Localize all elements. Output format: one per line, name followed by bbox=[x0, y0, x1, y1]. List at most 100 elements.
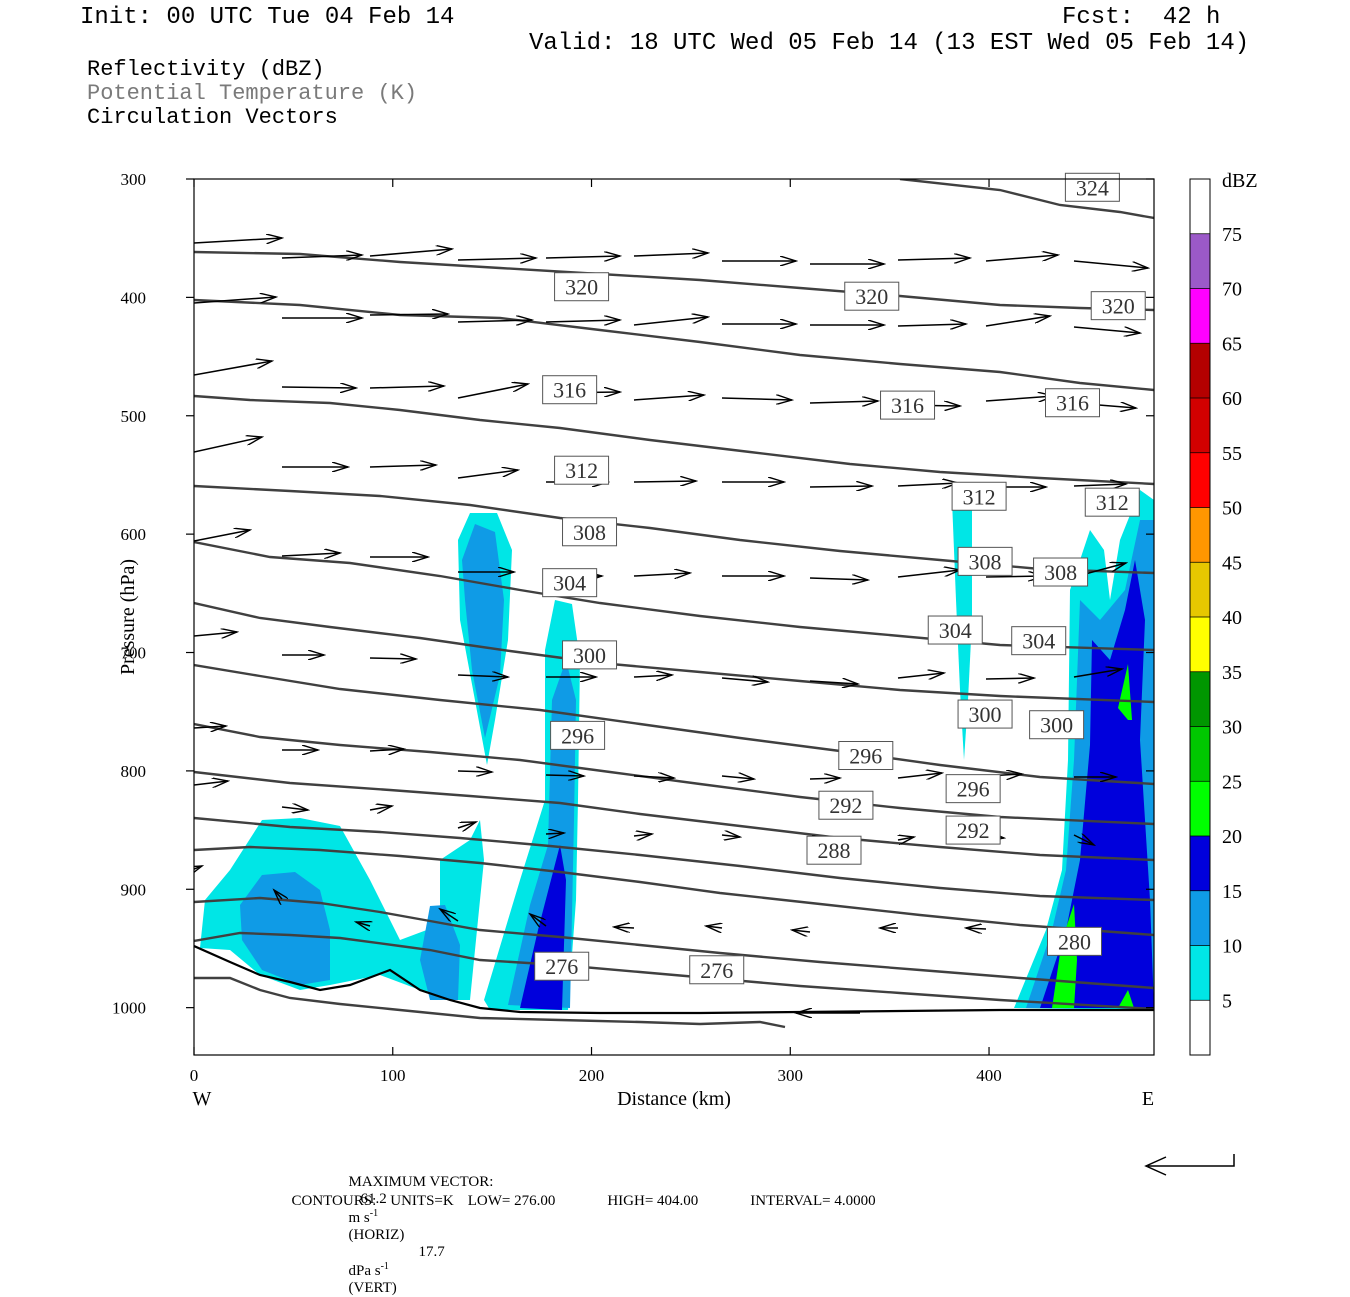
circulation-vector bbox=[792, 930, 811, 932]
circulation-vector bbox=[633, 317, 708, 326]
y-tick-label: 700 bbox=[121, 644, 147, 663]
circulation-vector bbox=[633, 675, 672, 677]
theta-contour bbox=[194, 845, 1154, 937]
colorbar-label: 25 bbox=[1222, 771, 1242, 793]
valid-time: Valid: 18 UTC Wed 05 Feb 14 (13 EST Wed … bbox=[529, 30, 1250, 57]
reflectivity-area bbox=[1118, 664, 1132, 720]
circulation-vector bbox=[614, 927, 635, 928]
circulation-vector bbox=[633, 253, 708, 256]
theta-label: 308 bbox=[969, 549, 1002, 574]
theta-label-box bbox=[542, 375, 598, 405]
circulation-vector bbox=[633, 395, 704, 400]
theta-label: 308 bbox=[573, 520, 606, 545]
theta-contour bbox=[899, 179, 1154, 220]
field-circulation-vectors: Circulation Vectors bbox=[87, 105, 338, 130]
theta-label: 296 bbox=[849, 744, 882, 769]
circulation-vector bbox=[194, 437, 262, 453]
theta-label-box bbox=[1033, 557, 1089, 587]
theta-label: 304 bbox=[553, 571, 586, 596]
colorbar-segment bbox=[1190, 726, 1210, 782]
circulation-vector bbox=[721, 835, 740, 837]
contour-high: 404.00 bbox=[657, 1193, 699, 1209]
circulation-vector bbox=[194, 726, 226, 728]
terrain-line bbox=[194, 944, 1154, 1015]
circulation-vector bbox=[369, 386, 444, 388]
forecast-hour: Fcst: 42 h bbox=[1062, 4, 1221, 31]
theta-contour bbox=[194, 298, 1154, 392]
circulation-vector bbox=[985, 316, 1050, 327]
theta-contour bbox=[194, 394, 1154, 486]
reflectivity-area bbox=[1118, 990, 1134, 1008]
theta-label: 316 bbox=[1056, 391, 1089, 416]
circulation-vector bbox=[985, 396, 1054, 401]
x-tick-label: 400 bbox=[976, 1066, 1002, 1085]
circulation-vector bbox=[457, 470, 518, 479]
y-tick-label: 900 bbox=[121, 880, 147, 899]
theta-contour bbox=[194, 896, 1154, 990]
init-time: Init: 00 UTC Tue 04 Feb 14 bbox=[80, 4, 455, 31]
circulation-vector bbox=[1073, 260, 1148, 268]
circulation-vector bbox=[369, 314, 448, 315]
circulation-vector bbox=[457, 320, 532, 322]
theta-contour bbox=[194, 663, 1154, 786]
theta-label: 292 bbox=[829, 793, 862, 818]
theta-label: 276 bbox=[700, 958, 733, 983]
circulation-vector bbox=[809, 401, 878, 403]
east-label: E bbox=[1142, 1088, 1154, 1110]
theta-label-box bbox=[562, 640, 618, 670]
circulation-vector bbox=[545, 833, 564, 834]
circulation-vector bbox=[274, 890, 282, 899]
colorbar-label: 30 bbox=[1222, 717, 1242, 739]
theta-label: 288 bbox=[818, 838, 851, 863]
circulation-vector bbox=[194, 530, 250, 542]
colorbar-segment bbox=[1190, 343, 1210, 398]
circulation-vector bbox=[457, 771, 492, 772]
colorbar-label: 20 bbox=[1222, 826, 1242, 848]
theta-contour bbox=[194, 722, 1154, 826]
plot-frame bbox=[193, 178, 1155, 1056]
circulation-vector bbox=[369, 749, 404, 751]
theta-label: 312 bbox=[963, 484, 996, 509]
theta-label-box bbox=[1011, 626, 1067, 656]
circulation-vector bbox=[369, 806, 392, 810]
theta-label: 300 bbox=[969, 702, 1002, 727]
theta-label-box bbox=[554, 272, 610, 302]
circulation-vector bbox=[985, 678, 1034, 679]
colorbar-unit: dBZ bbox=[1222, 170, 1258, 192]
x-tick-label: 100 bbox=[380, 1066, 406, 1085]
colorbar-segment bbox=[1190, 507, 1210, 563]
colorbar-label: 55 bbox=[1222, 443, 1242, 465]
x-tick-label: 0 bbox=[190, 1066, 199, 1085]
colorbar-label: 60 bbox=[1222, 388, 1242, 410]
theta-label-box bbox=[1084, 487, 1140, 517]
theta-label-box bbox=[550, 720, 606, 750]
circulation-vector bbox=[356, 922, 370, 926]
colorbar-segment bbox=[1190, 781, 1210, 836]
theta-label-box bbox=[534, 951, 590, 981]
circulation-vector bbox=[706, 926, 722, 928]
circulation-vector bbox=[721, 776, 754, 779]
theta-label-box bbox=[1064, 172, 1120, 202]
circulation-vector bbox=[369, 249, 452, 257]
theta-label-box bbox=[1090, 291, 1146, 321]
circulation-vector bbox=[985, 255, 1058, 262]
theta-label-box bbox=[542, 568, 598, 598]
theta-label-box bbox=[554, 455, 610, 485]
circulation-vector bbox=[897, 324, 966, 326]
circulation-vector bbox=[633, 481, 696, 482]
colorbar-label: 65 bbox=[1222, 333, 1242, 355]
reflectivity-area bbox=[1040, 560, 1154, 1008]
circulation-vector bbox=[898, 837, 914, 840]
colorbar-label: 5 bbox=[1222, 990, 1232, 1012]
theta-label: 320 bbox=[855, 284, 888, 309]
y-tick-label: 800 bbox=[121, 762, 147, 781]
reflectivity-area bbox=[240, 872, 330, 985]
colorbar-segment bbox=[1190, 562, 1210, 617]
colorbar-segment bbox=[1190, 398, 1210, 453]
circulation-vector bbox=[194, 297, 276, 304]
theta-label-box bbox=[1046, 926, 1102, 956]
circulation-vector bbox=[809, 681, 858, 684]
y-tick-label: 1000 bbox=[112, 999, 146, 1018]
